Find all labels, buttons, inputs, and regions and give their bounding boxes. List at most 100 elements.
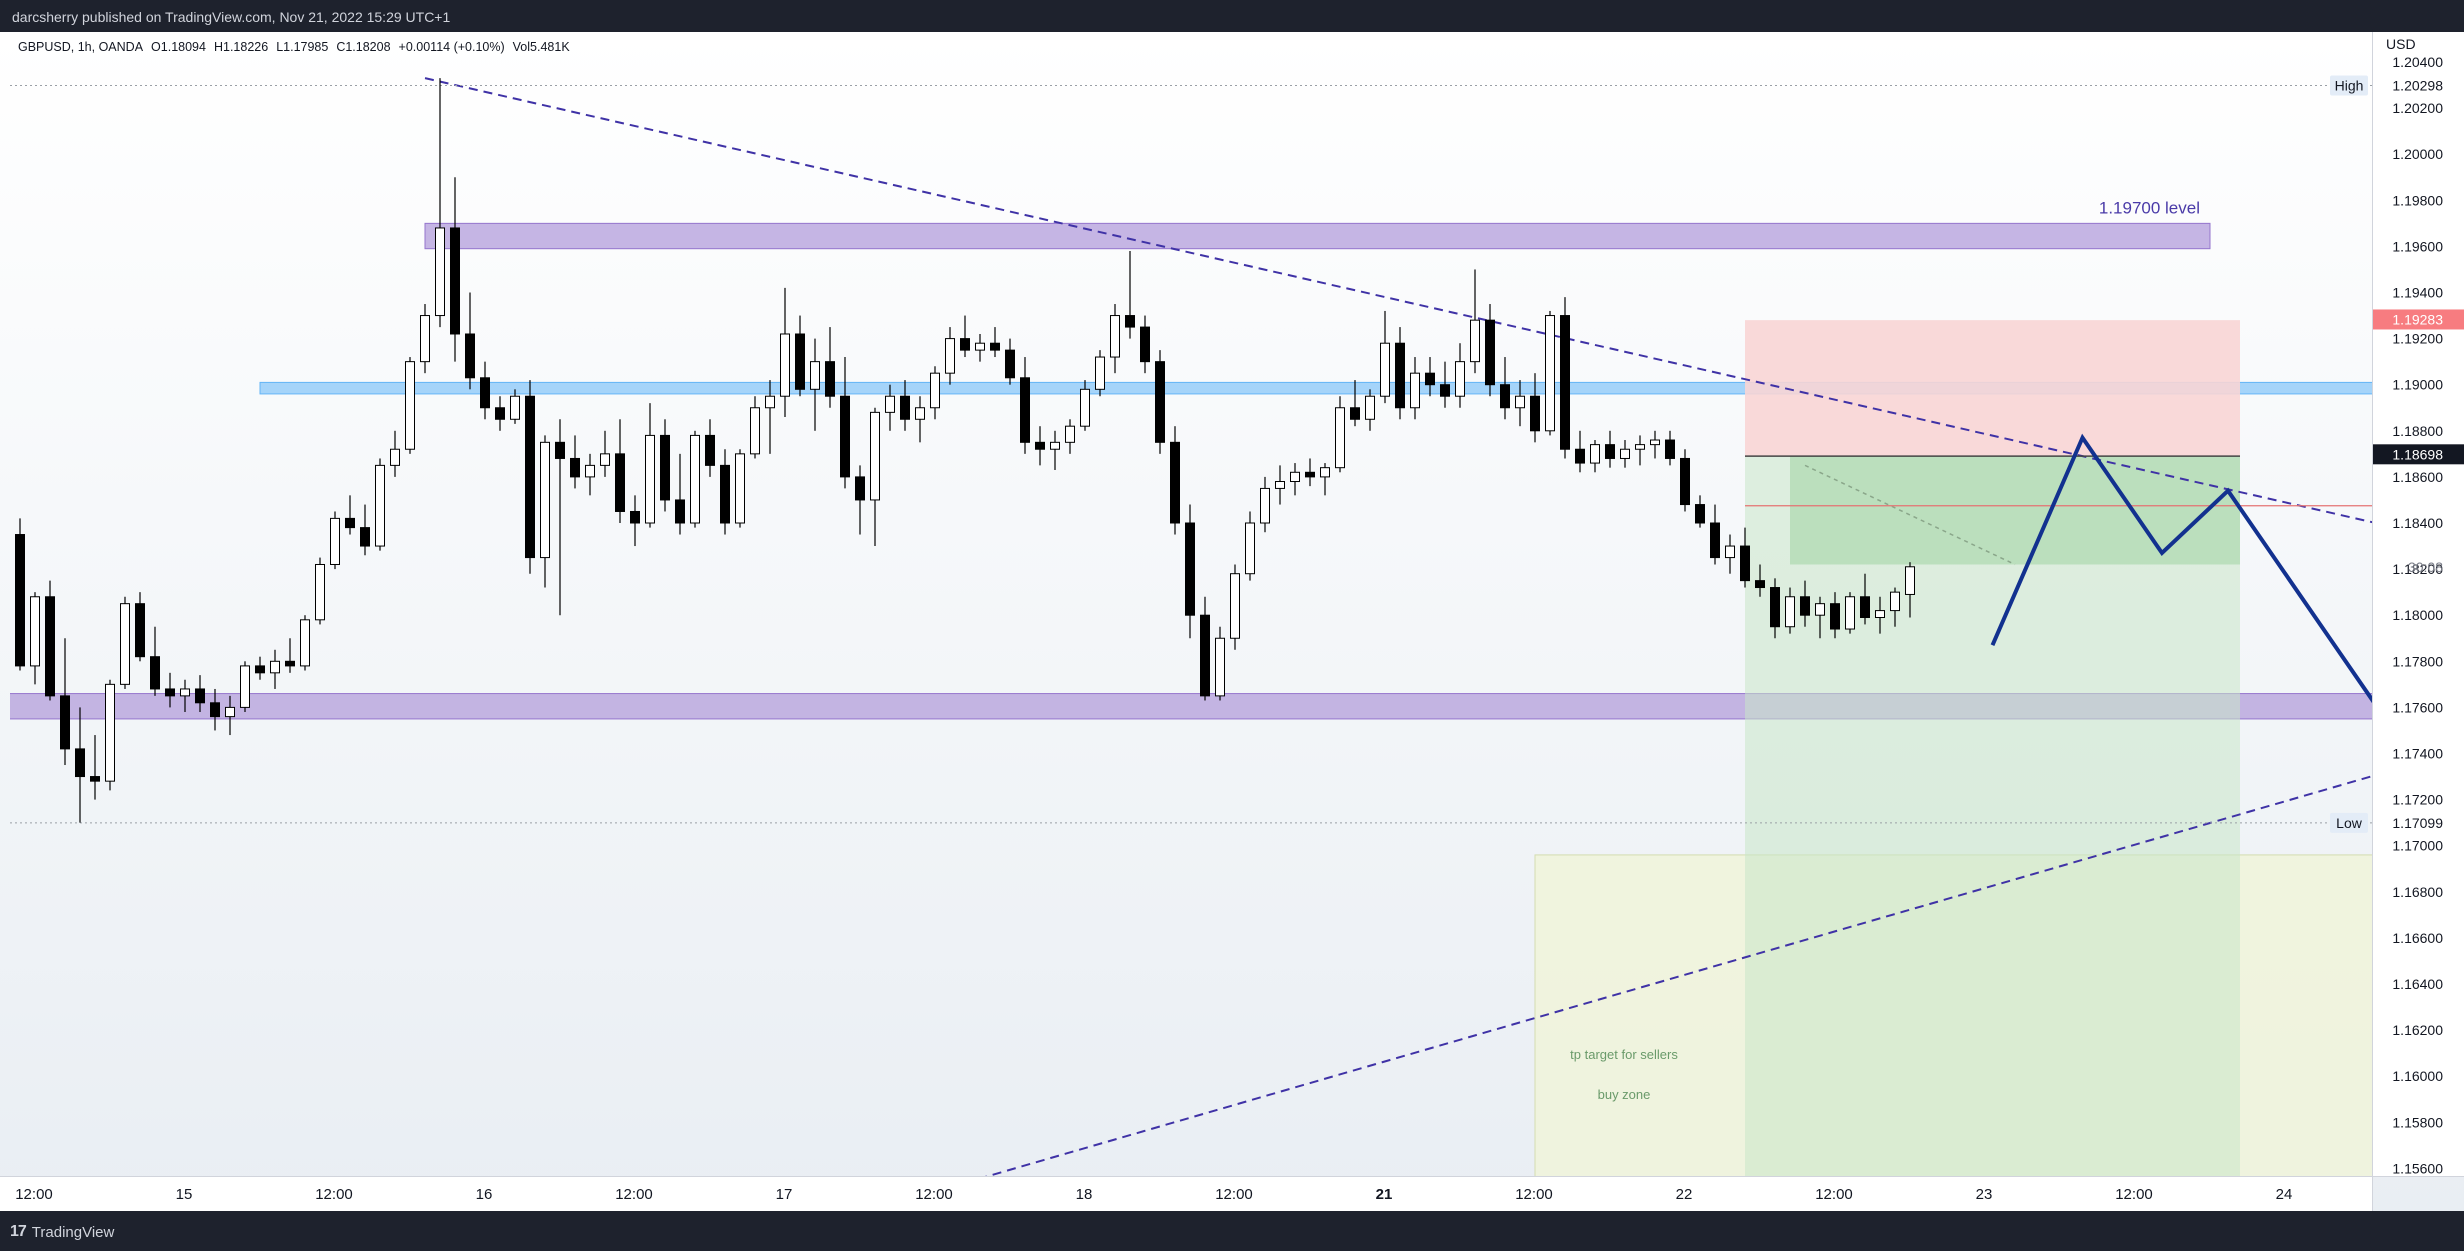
candle[interactable] [780, 287, 790, 417]
candle[interactable] [1185, 504, 1195, 639]
candle[interactable] [1515, 380, 1525, 427]
candle[interactable] [255, 656, 265, 680]
candle[interactable] [345, 495, 355, 535]
candle[interactable] [510, 389, 520, 424]
candle[interactable] [540, 435, 550, 588]
candle[interactable] [1770, 578, 1780, 639]
candle[interactable] [615, 419, 625, 523]
candle[interactable] [1485, 304, 1495, 397]
candle[interactable] [900, 380, 910, 431]
candle[interactable] [645, 403, 655, 528]
candle[interactable] [870, 407, 880, 547]
candle[interactable] [795, 315, 805, 397]
candle[interactable] [105, 679, 115, 791]
candle[interactable] [465, 292, 475, 390]
zone-profit-zone[interactable] [1745, 456, 2240, 1191]
candle[interactable] [225, 695, 235, 736]
candle[interactable] [1380, 310, 1390, 404]
candle[interactable] [690, 430, 700, 528]
candle[interactable] [420, 304, 430, 374]
candle[interactable] [825, 327, 835, 408]
candle[interactable] [390, 430, 400, 477]
candle[interactable] [1500, 357, 1510, 420]
candle[interactable] [1050, 430, 1060, 470]
candle[interactable] [660, 419, 670, 512]
candle[interactable] [1230, 564, 1240, 650]
candle[interactable] [30, 592, 40, 685]
candle[interactable] [1470, 269, 1480, 374]
candle[interactable] [315, 557, 325, 625]
candle[interactable] [480, 361, 490, 420]
candle[interactable] [1365, 389, 1375, 431]
candle[interactable] [765, 380, 775, 454]
candle[interactable] [120, 596, 130, 689]
candle[interactable] [1335, 396, 1345, 473]
candle[interactable] [1830, 592, 1840, 639]
candle[interactable] [1590, 440, 1600, 473]
symbol-ohlc-header[interactable]: GBPUSD, 1h, OANDA O1.18094 H1.18226 L1.1798… [18, 40, 570, 54]
candle[interactable] [855, 465, 865, 535]
candle[interactable] [1710, 504, 1720, 565]
candle[interactable] [735, 449, 745, 528]
candle[interactable] [1215, 626, 1225, 701]
candle[interactable] [1530, 373, 1540, 443]
candle[interactable] [15, 518, 25, 671]
candle[interactable] [1890, 587, 1900, 627]
candle[interactable] [180, 679, 190, 713]
candle[interactable] [1155, 350, 1165, 454]
candle[interactable] [720, 449, 730, 535]
candle[interactable] [1605, 430, 1615, 468]
candle[interactable] [840, 357, 850, 489]
candle[interactable] [1395, 327, 1405, 420]
candle[interactable] [75, 707, 85, 823]
candle[interactable] [435, 78, 445, 328]
candle[interactable] [975, 333, 985, 362]
candle[interactable] [1095, 350, 1105, 397]
candle[interactable] [1410, 357, 1420, 420]
candle[interactable] [630, 495, 640, 547]
candle[interactable] [1545, 310, 1555, 436]
candle[interactable] [1575, 430, 1585, 473]
candle[interactable] [1245, 511, 1255, 581]
forecast-path[interactable] [1990, 433, 2464, 878]
zone-profit-zone-dark[interactable] [1790, 456, 2240, 565]
candle[interactable] [1080, 380, 1090, 431]
candle[interactable] [330, 511, 340, 570]
candle[interactable] [990, 327, 1000, 358]
candle[interactable] [1125, 251, 1135, 339]
candle[interactable] [570, 435, 580, 489]
candle[interactable] [1200, 596, 1210, 701]
candle[interactable] [1290, 463, 1300, 496]
candle[interactable] [1860, 573, 1870, 625]
candle[interactable] [930, 366, 940, 420]
zone-purple-band[interactable] [424, 222, 2211, 250]
candle[interactable] [915, 396, 925, 443]
candle[interactable] [1785, 587, 1795, 634]
candle[interactable] [1440, 361, 1450, 408]
zone-stop-zone[interactable] [1745, 320, 2240, 457]
candle[interactable] [1260, 476, 1270, 533]
candle[interactable] [165, 672, 175, 708]
candle[interactable] [705, 419, 715, 477]
candle[interactable] [405, 357, 415, 454]
candle[interactable] [1740, 527, 1750, 588]
candle[interactable] [1140, 315, 1150, 374]
candle[interactable] [1725, 534, 1735, 574]
candle[interactable] [1665, 430, 1675, 466]
candle[interactable] [945, 327, 955, 385]
candle[interactable] [885, 384, 895, 431]
candle[interactable] [1305, 458, 1315, 487]
candle[interactable] [195, 675, 205, 713]
candle[interactable] [555, 419, 565, 616]
candle[interactable] [1755, 564, 1765, 597]
candle[interactable] [1845, 592, 1855, 634]
candle[interactable] [585, 453, 595, 496]
candle[interactable] [1875, 596, 1885, 634]
candle[interactable] [600, 430, 610, 477]
candle[interactable] [1800, 580, 1810, 627]
candle[interactable] [525, 380, 535, 574]
candle[interactable] [1815, 596, 1825, 639]
candle[interactable] [960, 315, 970, 358]
candle[interactable] [750, 396, 760, 459]
